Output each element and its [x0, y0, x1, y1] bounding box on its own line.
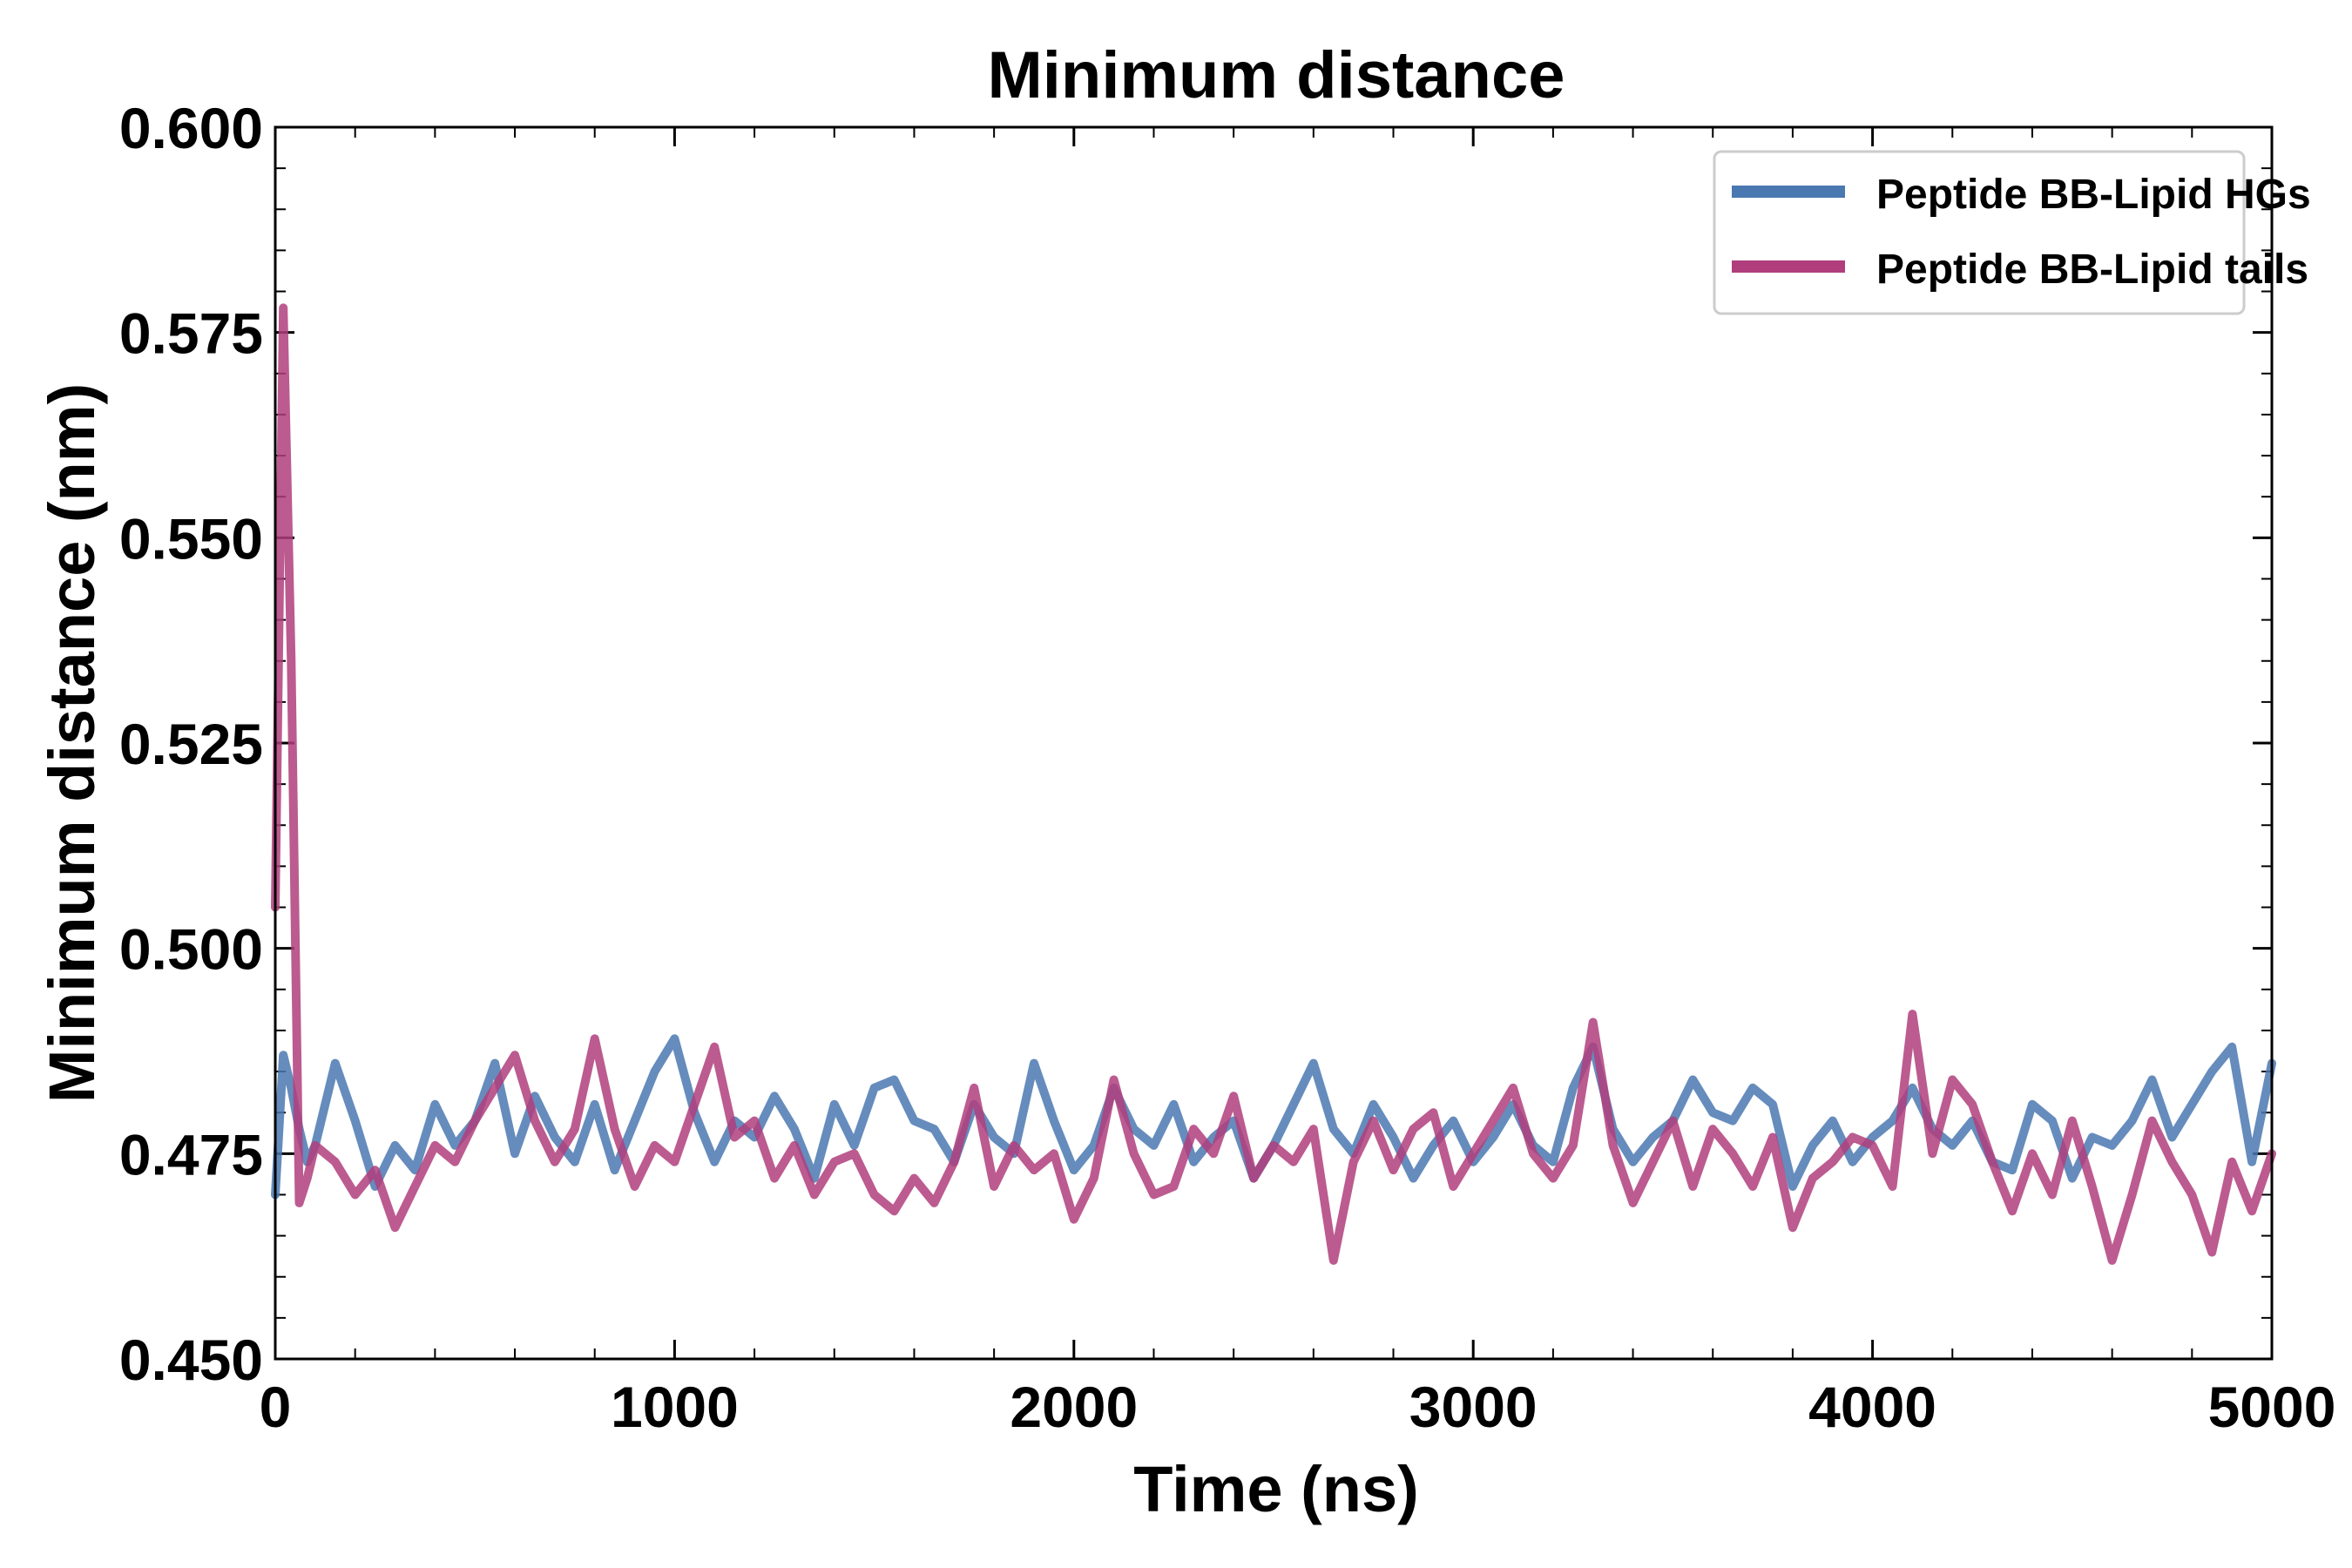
tick-label-layer: 0 1000 2000 3000 4000 5000 0.450 0.475 0.500 0.52…	[119, 96, 2336, 1439]
x-axis-label: Time (ns)	[1133, 1453, 1419, 1525]
y-tick-label: 0.450	[119, 1328, 263, 1392]
series-line-lipid-tails	[271, 303, 2276, 1265]
series-layer	[271, 303, 2276, 1265]
x-tick-label: 4000	[1808, 1375, 1936, 1439]
y-tick-label: 0.475	[119, 1122, 263, 1186]
y-tick-label: 0.525	[119, 712, 263, 776]
y-tick-label: 0.600	[119, 96, 263, 160]
y-tick-label: 0.500	[119, 917, 263, 982]
x-tick-label: 1000	[611, 1375, 739, 1439]
legend-label: Peptide BB-Lipid tails	[1876, 247, 2308, 293]
x-tick-label: 2000	[1010, 1375, 1138, 1439]
y-tick-label: 0.550	[119, 506, 263, 571]
plot-area-frame	[274, 125, 2274, 1361]
x-tick-label: 0	[260, 1375, 292, 1439]
chart-title: Minimum distance	[988, 38, 1565, 112]
legend: Peptide BB-Lipid HGs Peptide BB-Lipid tai…	[1713, 150, 2311, 315]
x-tick-label: 3000	[1409, 1375, 1538, 1439]
legend-frame	[1713, 150, 2246, 315]
x-tick-label: 5000	[2208, 1375, 2336, 1439]
legend-label: Peptide BB-Lipid HGs	[1876, 172, 2311, 218]
y-axis-label: Minimum distance (nm)	[36, 383, 108, 1103]
y-tick-label: 0.575	[119, 301, 263, 366]
